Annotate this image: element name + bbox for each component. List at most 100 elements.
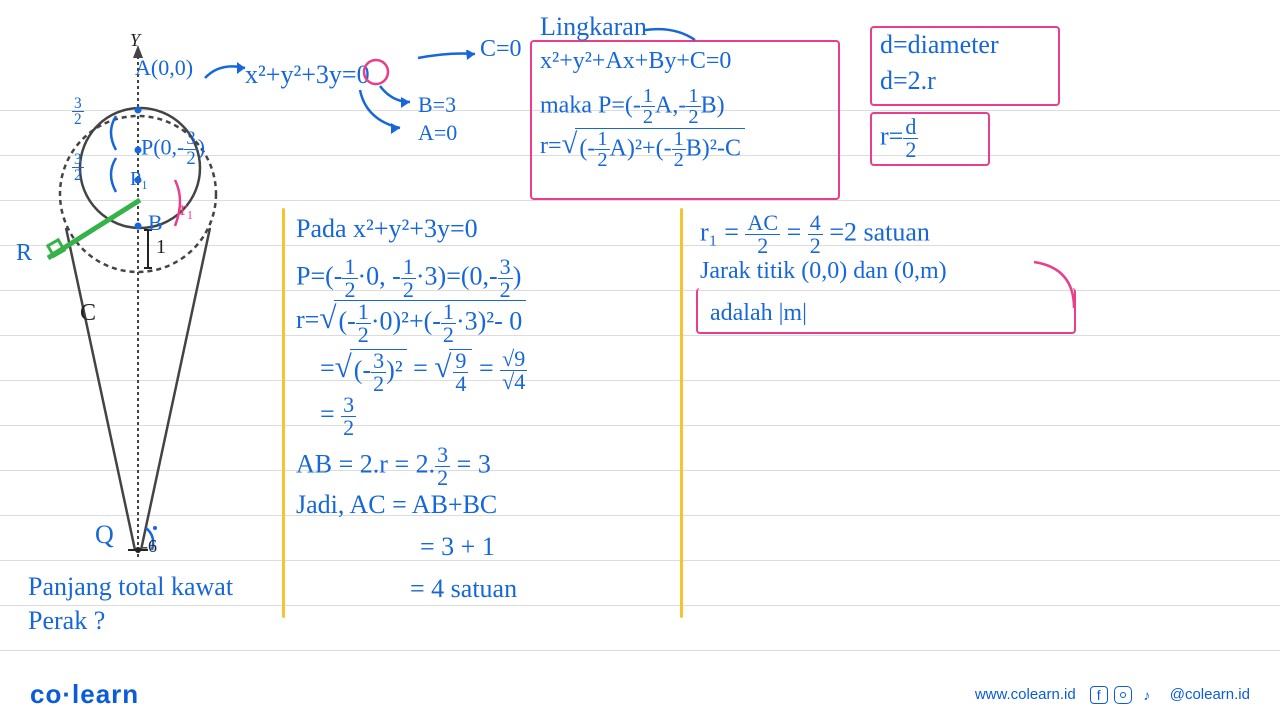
label-c: C bbox=[80, 300, 96, 327]
fn: 1 bbox=[595, 129, 609, 150]
fn: 1 bbox=[686, 86, 700, 107]
work-l6: AB = 2.r = 2.32 = 3 bbox=[296, 444, 491, 489]
t: = bbox=[472, 354, 500, 383]
fd: 2 bbox=[498, 279, 513, 301]
fn: 3 bbox=[498, 256, 513, 279]
right-l1: r₁ = AC2 = 42 =2 satuan bbox=[700, 212, 930, 257]
brand-co: co bbox=[30, 679, 62, 709]
fd: 2 bbox=[672, 150, 686, 170]
question-l1: Panjang total kawat bbox=[28, 572, 233, 602]
t: ·3)=(0,- bbox=[416, 262, 498, 291]
circle-l2: maka P=(-12A,-12B) bbox=[540, 86, 725, 128]
facebook-icon: f bbox=[1090, 686, 1108, 704]
arrow-set bbox=[200, 50, 520, 170]
diam-l3: r=d2 bbox=[880, 116, 918, 161]
fn: 1 bbox=[672, 129, 686, 150]
t: ·3)²- 0 bbox=[456, 307, 522, 336]
circle-l1: x²+y²+Ax+By+C=0 bbox=[540, 48, 731, 75]
t: = bbox=[320, 400, 341, 429]
label-q: Q bbox=[95, 520, 114, 550]
fn: √9 bbox=[500, 348, 527, 371]
t: B)²-C bbox=[686, 135, 741, 161]
label-p1: P₁ bbox=[130, 168, 148, 191]
fd: 2 bbox=[371, 373, 386, 395]
instagram-icon bbox=[1114, 686, 1132, 704]
frac-den: 2 bbox=[184, 150, 197, 169]
yellow-line-1 bbox=[282, 208, 285, 618]
footer-right: www.colearn.id f ♪ @colearn.id bbox=[975, 686, 1250, 704]
work-l1: Pada x²+y²+3y=0 bbox=[296, 214, 478, 244]
fn: 3 bbox=[371, 350, 386, 373]
circle-l3: r=√(-12A)²+(-12B)²-C bbox=[540, 128, 745, 171]
fd: 2 bbox=[356, 324, 371, 346]
fn: AC bbox=[745, 212, 780, 235]
t: = bbox=[780, 218, 808, 247]
fd: 2 bbox=[401, 279, 416, 301]
frac-num: 3 bbox=[72, 152, 84, 168]
frac-den: 2 bbox=[72, 112, 84, 127]
top-b3: B=3 bbox=[418, 92, 456, 118]
footer-handle: @colearn.id bbox=[1170, 686, 1250, 703]
work-l9: = 4 satuan bbox=[410, 574, 517, 604]
yellow-line-2 bbox=[680, 208, 683, 618]
fd: 2 bbox=[435, 467, 450, 489]
fn: 1 bbox=[401, 256, 416, 279]
fd: 2 bbox=[441, 324, 456, 346]
work-l8: = 3 + 1 bbox=[420, 532, 495, 562]
fd: 2 bbox=[342, 279, 357, 301]
fn: 3 bbox=[435, 444, 450, 467]
label-minus6: -6 bbox=[142, 536, 157, 557]
right-arrow bbox=[1030, 258, 1090, 328]
label-one: 1 bbox=[156, 236, 166, 259]
t: ·0)²+(- bbox=[371, 307, 441, 336]
label-frac32a: 32 bbox=[72, 96, 84, 128]
circle-title: Lingkaran bbox=[540, 12, 647, 42]
fd: 2 bbox=[595, 150, 609, 170]
work-l3: r=√(-12·0)²+(-12·3)²- 0 bbox=[296, 300, 526, 346]
fn: 1 bbox=[441, 301, 456, 324]
top-c0: C=0 bbox=[480, 36, 522, 63]
footer-url: www.colearn.id bbox=[975, 686, 1076, 703]
fd: 2 bbox=[341, 417, 356, 439]
diam-l2: d=2.r bbox=[880, 66, 936, 96]
t: P=(- bbox=[296, 262, 342, 291]
fd: √4 bbox=[500, 371, 527, 393]
t: maka P=(- bbox=[540, 92, 641, 118]
label-p: P(0,-32) bbox=[141, 130, 205, 168]
brand-learn: learn bbox=[72, 679, 139, 709]
fd: 4 bbox=[453, 373, 468, 395]
t: = bbox=[407, 354, 435, 383]
label-r: R bbox=[16, 240, 32, 267]
brand-logo: co·learn bbox=[30, 679, 139, 710]
fd: 2 bbox=[686, 107, 700, 127]
fn: 3 bbox=[341, 394, 356, 417]
fd: 2 bbox=[903, 139, 918, 161]
social-icons: f ♪ bbox=[1090, 686, 1156, 704]
work-l2: P=(-12·0, -12·3)=(0,-32) bbox=[296, 256, 521, 301]
label-b: B bbox=[148, 210, 163, 236]
fd: 2 bbox=[808, 235, 823, 257]
label-r1: r₁ bbox=[180, 198, 194, 221]
top-a0: A=0 bbox=[418, 120, 457, 146]
tiktok-icon: ♪ bbox=[1138, 686, 1156, 704]
diam-l1: d=diameter bbox=[880, 30, 999, 60]
work-l4: =√(-32)² = √94 = √9√4 bbox=[320, 348, 527, 395]
fd: 2 bbox=[755, 235, 770, 257]
label-p-prefix: P(0,- bbox=[141, 134, 184, 159]
t: r= bbox=[540, 133, 562, 159]
t: =2 satuan bbox=[823, 218, 930, 247]
t: ) bbox=[513, 262, 522, 291]
t: )² bbox=[386, 355, 402, 384]
question-l2: Perak ? bbox=[28, 606, 105, 636]
footer: co·learn www.colearn.id f ♪ @colearn.id bbox=[0, 679, 1280, 710]
t: = 3 bbox=[450, 450, 491, 479]
t: B) bbox=[701, 92, 725, 118]
frac-num: 3 bbox=[184, 130, 197, 150]
right-box bbox=[696, 288, 1076, 334]
fn: 1 bbox=[342, 256, 357, 279]
fn: 1 bbox=[356, 301, 371, 324]
t: = bbox=[320, 354, 335, 383]
fn: d bbox=[903, 116, 918, 139]
work-l7: Jadi, AC = AB+BC bbox=[296, 490, 497, 520]
t: r= bbox=[296, 305, 319, 334]
